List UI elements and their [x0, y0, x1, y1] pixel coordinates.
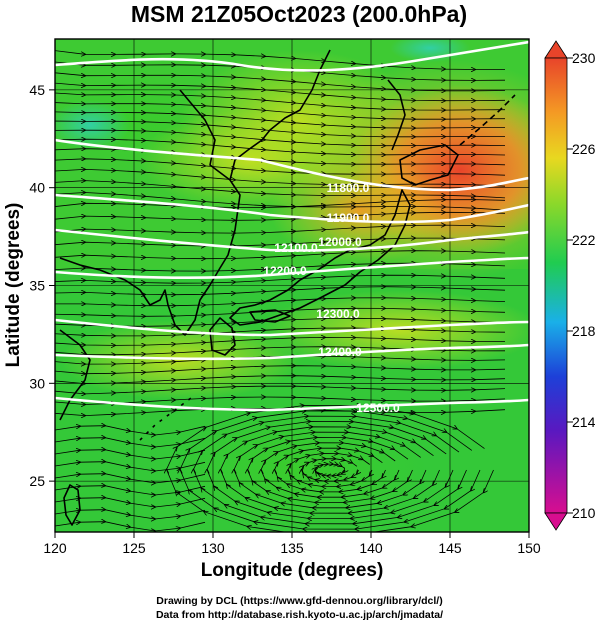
x-tick-label: 145	[438, 540, 462, 556]
credit-line-1: Drawing by DCL (https://www.gfd-dennou.o…	[156, 595, 443, 607]
y-tick-label: 30	[29, 375, 45, 391]
x-tick-label: 125	[122, 540, 146, 556]
y-axis-ticks: 25 30 35 40 45	[29, 82, 55, 489]
streamline	[55, 386, 506, 394]
streamline	[55, 287, 506, 295]
contour-11800	[55, 138, 529, 192]
x-axis-ticks: 120 125 130 135 140 145 150	[43, 532, 541, 556]
colorbar-label: 226	[572, 141, 596, 157]
y-tick-label: 40	[29, 180, 45, 196]
x-tick-label: 140	[359, 540, 383, 556]
y-tick-label: 45	[29, 82, 45, 98]
contour-12000	[55, 228, 529, 252]
x-tick-label: 135	[280, 540, 304, 556]
x-tick-label: 120	[43, 540, 67, 556]
contour-label-12200: 12200.0	[263, 264, 307, 278]
y-axis-title: Latitude (degrees)	[3, 203, 24, 368]
y-tick-label: 35	[29, 278, 45, 294]
colorbar-label: 210	[572, 505, 596, 521]
contour-12200	[55, 318, 529, 337]
colorbar-label: 222	[572, 232, 596, 248]
streamline	[55, 498, 206, 507]
streamline	[55, 251, 506, 259]
contour-12100	[55, 256, 529, 280]
height-contours	[55, 40, 529, 412]
contour-label-12000: 12000.0	[318, 235, 362, 249]
streamline	[55, 200, 506, 208]
temperature-field	[55, 39, 529, 532]
streamline	[55, 225, 506, 233]
streamline	[55, 462, 206, 471]
credit-line-2: Data from http://database.rish.kyoto-u.a…	[155, 609, 444, 621]
colorbar-ticks: 230 226 222 218 214 210	[567, 50, 596, 521]
streamline	[55, 238, 506, 246]
contour-12400	[55, 396, 529, 412]
contour-label-12300: 12300.0	[316, 307, 360, 321]
colorbar: 230 226 222 218 214 210	[544, 40, 596, 531]
contour-label-11800: 11800.0	[327, 181, 370, 195]
contour-12500	[55, 40, 529, 72]
map-title: MSM 21Z05Oct2023 (200.0hPa)	[131, 1, 467, 27]
x-tick-label: 150	[517, 540, 541, 556]
streamline	[55, 212, 506, 220]
colorbar-label: 230	[572, 50, 596, 66]
colorbar-bottom-triangle	[544, 512, 568, 531]
streamline	[55, 397, 506, 405]
y-tick-label: 25	[29, 473, 45, 489]
streamline	[55, 376, 506, 384]
contour-labels: 11800.0 11900.0 12000.0 12100.0 12200.0 …	[263, 181, 400, 415]
streamline	[55, 438, 206, 447]
contour-label-12100: 12100.0	[274, 241, 318, 255]
colorbar-top-triangle	[544, 40, 568, 59]
contour-11900	[55, 193, 529, 224]
streamline	[55, 486, 206, 495]
contour-label-12400: 12400.0	[318, 345, 362, 359]
streamline	[55, 298, 506, 306]
streamline	[55, 426, 206, 435]
colorbar-body	[544, 57, 568, 514]
colorbar-label: 218	[572, 323, 596, 339]
contour-12300	[55, 343, 529, 361]
streamline	[55, 275, 506, 283]
x-tick-label: 130	[201, 540, 225, 556]
graticule	[55, 39, 529, 532]
contour-label-12500: 12500.0	[356, 401, 400, 415]
streamline	[55, 522, 206, 531]
x-axis-title: Longitude (degrees)	[201, 560, 384, 581]
colorbar-label: 214	[572, 414, 596, 430]
streamline	[55, 474, 206, 483]
streamline	[55, 450, 206, 459]
streamline	[55, 366, 506, 374]
contour-label-11900: 11900.0	[327, 211, 370, 225]
